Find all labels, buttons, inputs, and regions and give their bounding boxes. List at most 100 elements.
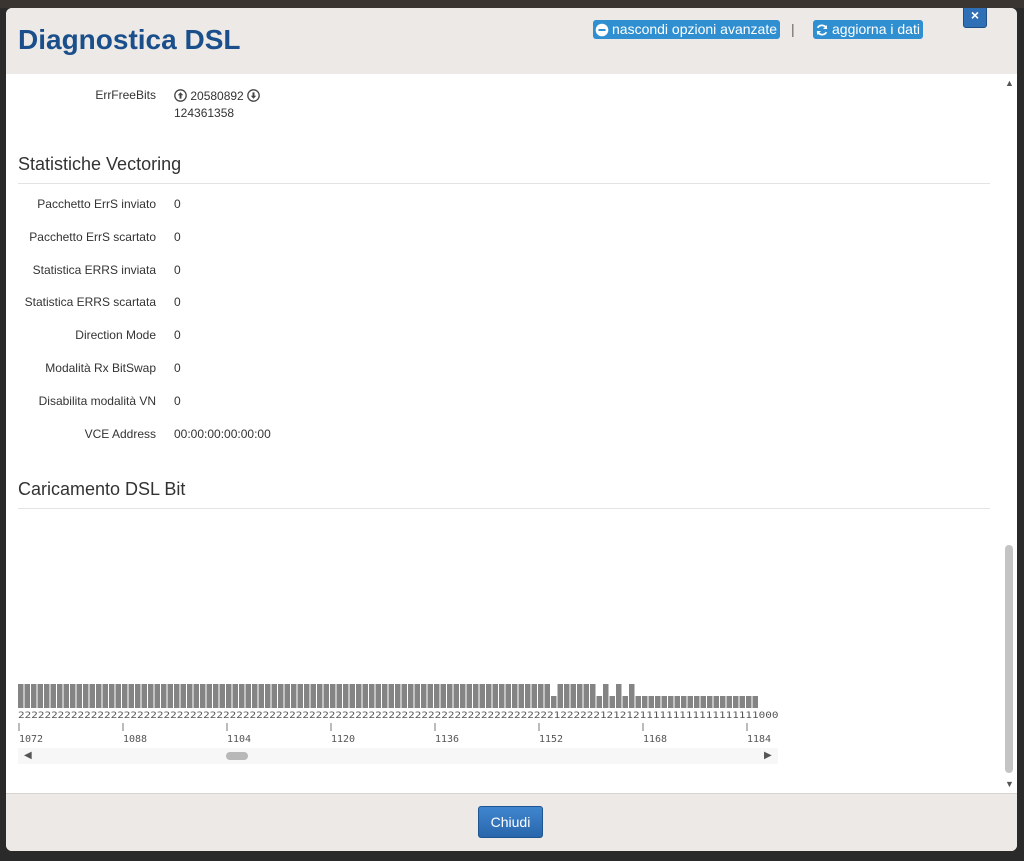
bit-bar bbox=[590, 684, 596, 708]
vectoring-section-title: Statistiche Vectoring bbox=[18, 154, 990, 184]
bit-bar bbox=[369, 684, 375, 708]
bit-bar bbox=[284, 684, 290, 708]
bit-bar bbox=[564, 684, 570, 708]
scroll-content: ErrFreeBits 20580892 124361358 Statistic… bbox=[6, 74, 1002, 793]
bit-bar bbox=[291, 684, 297, 708]
chart-scroll-thumb[interactable] bbox=[226, 752, 248, 760]
bit-bar bbox=[135, 684, 141, 708]
x-tick-label: 1120 bbox=[331, 734, 355, 745]
bit-bar bbox=[525, 684, 531, 708]
bit-bar bbox=[37, 684, 43, 708]
errfreebits-down-value: 124361358 bbox=[174, 106, 235, 120]
scroll-right-arrow-icon[interactable]: ▶ bbox=[764, 750, 772, 761]
bit-bar bbox=[57, 684, 63, 708]
bit-bar bbox=[622, 696, 628, 708]
bit-bar bbox=[635, 696, 641, 708]
bit-bar bbox=[414, 684, 420, 708]
bit-bar bbox=[148, 684, 154, 708]
vectoring-stat-value: 0 bbox=[174, 295, 181, 309]
bit-loading-chart: 2222222222222222222222222222222222222222… bbox=[18, 684, 778, 745]
vectoring-stat-value: 0 bbox=[174, 361, 181, 375]
bit-bar bbox=[427, 684, 433, 708]
hide-advanced-options-button[interactable]: nascondi opzioni avanzate bbox=[593, 20, 781, 39]
bit-bar bbox=[258, 684, 264, 708]
bit-bar bbox=[89, 684, 95, 708]
bit-bar bbox=[512, 684, 518, 708]
bit-bar bbox=[336, 684, 342, 708]
bit-bar bbox=[96, 684, 102, 708]
x-tick-label: 1184 bbox=[747, 734, 771, 745]
bit-bar bbox=[245, 684, 251, 708]
bit-bar bbox=[304, 684, 310, 708]
chart-horizontal-scrollbar[interactable]: ◀ ▶ bbox=[18, 748, 778, 764]
scroll-up-arrow-icon[interactable]: ▲ bbox=[1005, 78, 1014, 88]
bit-bar bbox=[31, 684, 37, 708]
bit-bar bbox=[128, 684, 134, 708]
bit-bar bbox=[460, 684, 466, 708]
close-dialog-x-button[interactable]: × bbox=[963, 8, 987, 28]
close-button[interactable]: Chiudi bbox=[478, 806, 543, 838]
vectoring-stat-label: Pacchetto ErrS scartato bbox=[29, 230, 156, 244]
bit-bar bbox=[167, 684, 173, 708]
bit-bar bbox=[700, 696, 706, 708]
bit-bar bbox=[473, 684, 479, 708]
errfreebits-value: 20580892 124361358 bbox=[174, 88, 260, 122]
page-backdrop bbox=[0, 0, 1024, 8]
bit-bar bbox=[395, 684, 401, 708]
bit-bar bbox=[310, 684, 316, 708]
dialog-body: ErrFreeBits 20580892 124361358 Statistic… bbox=[6, 74, 1017, 793]
scroll-down-arrow-icon[interactable]: ▼ bbox=[1005, 779, 1014, 789]
bitloading-section-title: Caricamento DSL Bit bbox=[18, 479, 990, 509]
bit-bar bbox=[388, 684, 394, 708]
bit-bar bbox=[447, 684, 453, 708]
bit-bar bbox=[174, 684, 180, 708]
bit-bar bbox=[583, 684, 589, 708]
errfreebits-label: ErrFreeBits bbox=[95, 88, 156, 102]
bit-bar bbox=[642, 696, 648, 708]
bit-bar bbox=[453, 684, 459, 708]
vectoring-stat-label: Disabilita modalità VN bbox=[38, 394, 156, 408]
bit-bar bbox=[596, 696, 602, 708]
bit-bar bbox=[434, 684, 440, 708]
vectoring-stat-label: Statistica ERRS scartata bbox=[24, 295, 156, 309]
bit-bar bbox=[707, 696, 713, 708]
bit-bar bbox=[330, 684, 336, 708]
bit-bar bbox=[486, 684, 492, 708]
vertical-scroll-thumb[interactable] bbox=[1005, 545, 1013, 773]
bit-bar bbox=[713, 696, 719, 708]
bit-bar bbox=[44, 684, 50, 708]
bit-bar bbox=[187, 684, 193, 708]
vectoring-stat-value: 0 bbox=[174, 197, 181, 211]
bit-digits-row: 2222222222222222222222222222222222222222… bbox=[18, 711, 778, 721]
vectoring-stat-value: 0 bbox=[174, 394, 181, 408]
bit-bar bbox=[239, 684, 245, 708]
bit-bar bbox=[343, 684, 349, 708]
bit-bar bbox=[154, 684, 160, 708]
minus-circle-icon bbox=[595, 23, 609, 37]
vectoring-stat-label: Pacchetto ErrS inviato bbox=[37, 197, 156, 211]
bit-bar bbox=[297, 684, 303, 708]
bit-bar bbox=[219, 684, 225, 708]
bit-bar bbox=[102, 684, 108, 708]
bit-bar bbox=[499, 684, 505, 708]
refresh-data-button[interactable]: aggiorna i dati bbox=[813, 20, 923, 39]
scroll-left-arrow-icon[interactable]: ◀ bbox=[24, 750, 32, 761]
dialog-vertical-scrollbar[interactable]: ▲ ▼ bbox=[1002, 74, 1017, 793]
bit-bar bbox=[356, 684, 362, 708]
bit-bar bbox=[109, 684, 115, 708]
bit-bar bbox=[180, 684, 186, 708]
bit-bar bbox=[466, 684, 472, 708]
bit-bar bbox=[616, 684, 622, 708]
x-tick-label: 1072 bbox=[19, 734, 43, 745]
bit-bar bbox=[421, 684, 427, 708]
bit-bar bbox=[746, 696, 752, 708]
bit-bar bbox=[70, 684, 76, 708]
bit-bar bbox=[739, 696, 745, 708]
bit-bar bbox=[141, 684, 147, 708]
bit-bar bbox=[440, 684, 446, 708]
bit-bar bbox=[271, 684, 277, 708]
bit-bar bbox=[726, 696, 732, 708]
bit-bar bbox=[206, 684, 212, 708]
bit-bar bbox=[577, 684, 583, 708]
bit-bar bbox=[317, 684, 323, 708]
